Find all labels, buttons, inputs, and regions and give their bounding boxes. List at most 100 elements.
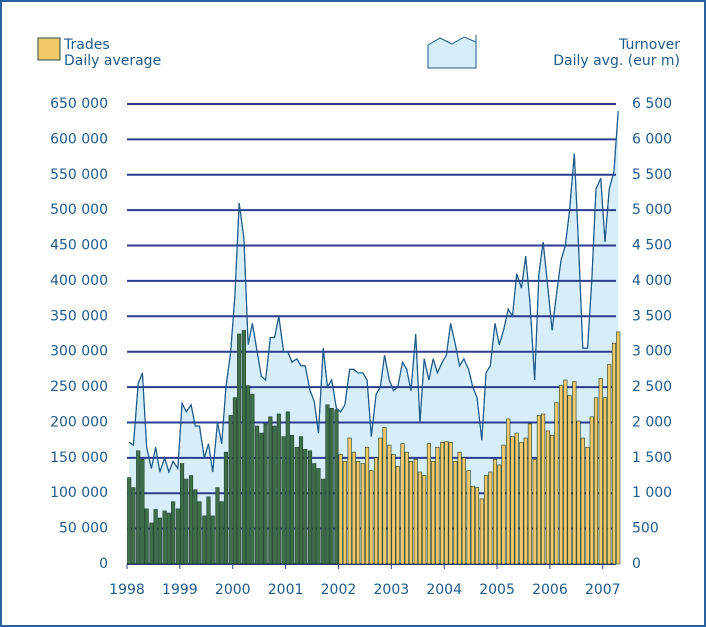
trades-bar bbox=[576, 420, 581, 565]
trades-bar bbox=[237, 333, 242, 565]
y-tick-label: 300 000 bbox=[50, 344, 108, 360]
trades-bar bbox=[369, 470, 374, 565]
legend-label: Turnover bbox=[618, 37, 680, 53]
trades-bar bbox=[127, 477, 132, 565]
trades-bar bbox=[378, 437, 383, 565]
y-tick-label: 400 000 bbox=[50, 273, 108, 289]
trades-bar bbox=[210, 515, 215, 565]
y2-tick-label: 6 000 bbox=[632, 131, 672, 147]
trades-bar bbox=[510, 436, 515, 565]
x-tick-label: 1998 bbox=[109, 582, 145, 598]
trades-bar bbox=[131, 487, 136, 565]
y-tick-label: 450 000 bbox=[50, 238, 108, 254]
trades-bar bbox=[593, 397, 599, 565]
trades-bar bbox=[572, 381, 577, 565]
y2-tick-label: 1 000 bbox=[632, 485, 672, 501]
trades-bar bbox=[589, 416, 594, 565]
y2-tick-label: 2 500 bbox=[632, 379, 672, 395]
trades-bar bbox=[435, 446, 440, 565]
trades-bar bbox=[298, 436, 304, 565]
trades-bar bbox=[276, 413, 281, 565]
trades-bar bbox=[607, 364, 612, 565]
trades-bar bbox=[321, 478, 326, 565]
y2-tick-label: 4 500 bbox=[632, 238, 672, 254]
trades-bar bbox=[519, 441, 524, 565]
trades-bar bbox=[444, 441, 449, 565]
trades-bar bbox=[598, 378, 603, 565]
trades-bar bbox=[387, 444, 392, 565]
trades-bar bbox=[501, 444, 506, 565]
trades-bar bbox=[497, 464, 502, 565]
trades-bar bbox=[202, 515, 207, 565]
trades-bar bbox=[382, 427, 387, 565]
trades-bar bbox=[285, 411, 290, 565]
trades-bar bbox=[166, 512, 171, 565]
trades-bar bbox=[188, 475, 194, 565]
trades-bar bbox=[246, 385, 251, 565]
trades-bar bbox=[413, 458, 418, 565]
trades-bar bbox=[532, 458, 537, 565]
x-tick-label: 2004 bbox=[426, 582, 462, 598]
legend-swatch-area bbox=[427, 35, 477, 69]
trades-bar bbox=[193, 489, 198, 565]
trades-bar bbox=[417, 471, 423, 565]
trades-bar bbox=[136, 450, 141, 565]
trades-bar bbox=[470, 485, 475, 565]
trades-bar bbox=[466, 470, 471, 565]
trades-bar bbox=[474, 487, 480, 565]
x-tick-label: 2006 bbox=[532, 582, 568, 598]
trades-bar bbox=[351, 451, 356, 565]
trades-bar bbox=[479, 498, 484, 565]
trades-bar bbox=[149, 522, 154, 565]
y-tick-label: 150 000 bbox=[50, 450, 108, 466]
trades-bar bbox=[483, 475, 489, 565]
y2-tick-label: 6 500 bbox=[632, 96, 672, 112]
x-tick-label: 2001 bbox=[268, 582, 304, 598]
trades-bar bbox=[312, 463, 317, 565]
x-tick-label: 2002 bbox=[321, 582, 357, 598]
trades-bar bbox=[144, 508, 149, 565]
trades-bar bbox=[223, 451, 229, 565]
trades-bar bbox=[616, 331, 621, 565]
trades-bar bbox=[140, 458, 145, 565]
trades-bar bbox=[347, 437, 352, 565]
trades-bar bbox=[219, 501, 224, 565]
trades-bar bbox=[404, 451, 409, 565]
trades-bar bbox=[162, 510, 167, 565]
trades-bar bbox=[365, 446, 370, 565]
trades-bar bbox=[585, 446, 590, 565]
trades-bar bbox=[303, 449, 308, 565]
trades-bar bbox=[356, 461, 361, 565]
trades-bar bbox=[259, 432, 264, 565]
trades-bar bbox=[492, 458, 498, 565]
trades-bar bbox=[157, 517, 162, 565]
y2-tick-label: 5 500 bbox=[632, 167, 672, 183]
y2-tick-label: 1 500 bbox=[632, 450, 672, 466]
trades-bar bbox=[329, 408, 334, 565]
y2-tick-label: 0 bbox=[632, 556, 641, 572]
trades-bar bbox=[272, 425, 277, 565]
y2-tick-label: 3 500 bbox=[632, 308, 672, 324]
trades-bar bbox=[580, 437, 585, 565]
trades-bar bbox=[457, 451, 462, 565]
trades-bar bbox=[554, 402, 559, 565]
trades-bar bbox=[316, 468, 321, 565]
trades-bar bbox=[374, 457, 379, 565]
trades-bar bbox=[232, 397, 237, 565]
trades-bar bbox=[391, 454, 396, 565]
trades-bar bbox=[426, 443, 432, 565]
trades-bar bbox=[408, 461, 414, 565]
trades-bar bbox=[294, 446, 299, 565]
trades-bar bbox=[250, 393, 255, 565]
trades-bar bbox=[153, 509, 158, 565]
trades-bar bbox=[206, 496, 211, 565]
legend-sublabel: Daily avg. (eur m) bbox=[553, 53, 680, 69]
trades-bar bbox=[197, 501, 202, 565]
y2-tick-label: 2 000 bbox=[632, 414, 672, 430]
trades-bar bbox=[611, 342, 617, 565]
x-tick-label: 2000 bbox=[215, 582, 251, 598]
y-tick-label: 550 000 bbox=[50, 167, 108, 183]
trades-bar bbox=[431, 461, 436, 565]
y2-tick-label: 500 bbox=[632, 521, 659, 537]
